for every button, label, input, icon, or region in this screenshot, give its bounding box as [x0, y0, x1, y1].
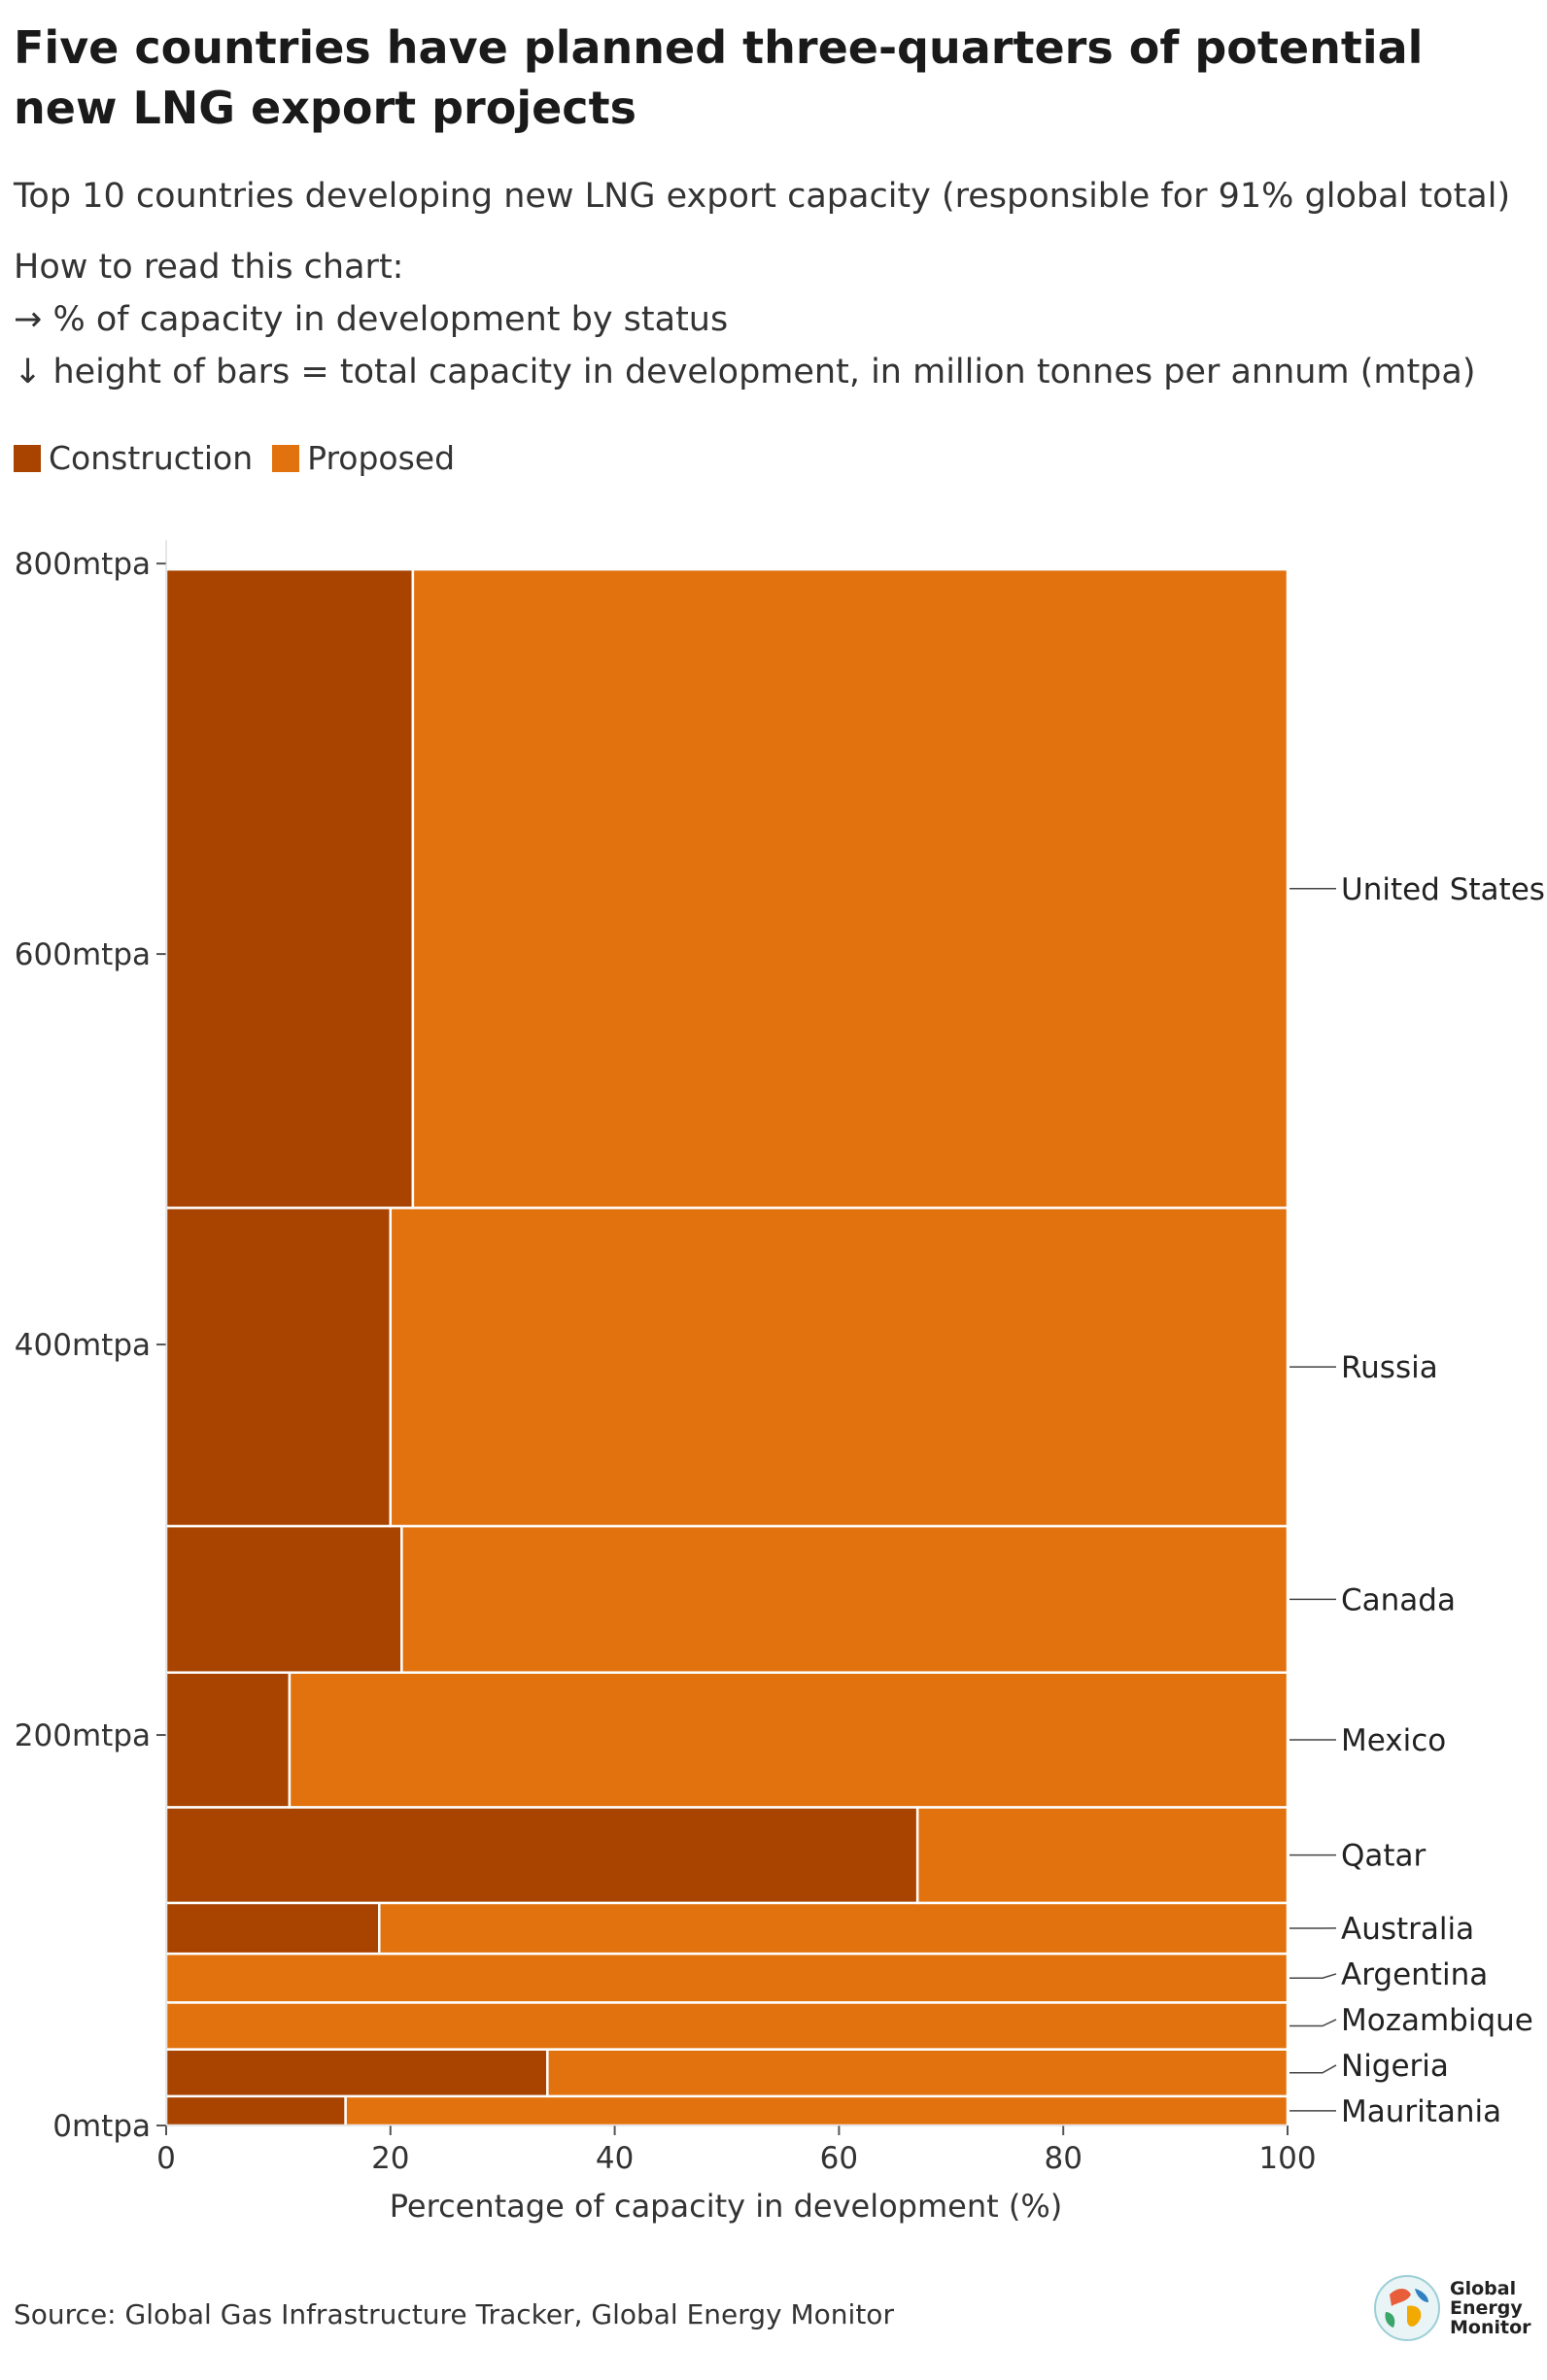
- bar-proposed: [411, 567, 1289, 1209]
- legend-item-proposed[interactable]: Proposed: [272, 439, 455, 477]
- how-to-read: How to read this chart: → % of capacity …: [14, 241, 1476, 398]
- bar-construction: [164, 1524, 403, 1674]
- logo-line-3: Monitor: [1450, 2317, 1531, 2338]
- y-tick-label: 600mtpa: [15, 937, 151, 972]
- bar-proposed: [164, 2001, 1289, 2051]
- country-label: Australia: [1341, 1912, 1474, 1947]
- x-tick-label: 20: [371, 2141, 409, 2176]
- legend: Construction Proposed: [14, 439, 455, 477]
- bar-construction: [164, 2094, 347, 2127]
- legend-label-proposed: Proposed: [307, 439, 456, 477]
- legend-swatch-proposed: [272, 444, 300, 472]
- country-label: Nigeria: [1341, 2049, 1449, 2084]
- x-tick-label: 0: [156, 2141, 176, 2176]
- bar-proposed: [288, 1671, 1289, 1809]
- bar-construction: [164, 1207, 393, 1528]
- how-to-read-y: ↓ height of bars = total capacity in dev…: [14, 353, 1476, 391]
- y-tick-label: 400mtpa: [15, 1328, 151, 1363]
- y-tick-label: 200mtpa: [15, 1718, 151, 1753]
- x-tick-label: 100: [1258, 2141, 1316, 2176]
- country-label: Argentina: [1341, 1957, 1488, 1992]
- how-to-read-x: → % of capacity in development by status: [14, 300, 729, 339]
- country-leader-line: [1289, 1973, 1337, 1980]
- logo-line-1: Global: [1450, 2278, 1517, 2299]
- country-labels: Mauritania Nigeria Mozambique Argentina Aust…: [1289, 872, 1545, 2129]
- globe-icon: [1374, 2275, 1440, 2341]
- legend-item-construction[interactable]: Construction: [14, 439, 253, 477]
- country-label: Qatar: [1341, 1839, 1427, 1874]
- country-label: United States: [1341, 872, 1545, 907]
- chart-title: Five countries have planned three-quarte…: [14, 21, 1424, 134]
- country-leader-line: [1289, 2019, 1337, 2027]
- bar-construction: [164, 1806, 919, 1905]
- country-label: Mauritania: [1341, 2094, 1501, 2129]
- mekko-chart: 0mtpa 200mtpa 400mtpa 600mtpa 800mtpa 0 20 40 6…: [15, 540, 1545, 2225]
- bar-proposed: [164, 1952, 1289, 2004]
- bar-construction: [164, 1671, 292, 1809]
- source-note: Source: Global Gas Infrastructure Tracke…: [14, 2298, 894, 2330]
- bar-proposed: [389, 1207, 1289, 1528]
- bar-construction: [164, 2048, 549, 2098]
- bar-proposed: [378, 1901, 1289, 1955]
- country-label: Mexico: [1341, 1723, 1446, 1758]
- bar-construction: [164, 567, 415, 1209]
- x-axis: 0 20 40 60 80 100: [156, 2125, 1317, 2176]
- x-tick-label: 40: [596, 2141, 634, 2176]
- bar-construction: [164, 1901, 381, 1955]
- gem-logo: Global Energy Monitor: [1372, 2273, 1531, 2343]
- bar-proposed: [546, 2048, 1289, 2098]
- bar-proposed: [344, 2094, 1289, 2127]
- country-label: Russia: [1341, 1350, 1438, 1385]
- legend-label-construction: Construction: [49, 439, 254, 477]
- y-tick-label: 800mtpa: [15, 547, 151, 582]
- logo-line-2: Energy: [1450, 2297, 1523, 2319]
- x-tick-label: 60: [820, 2141, 858, 2176]
- y-axis: 0mtpa 200mtpa 400mtpa 600mtpa 800mtpa: [15, 540, 167, 2144]
- country-leader-line: [1289, 2064, 1337, 2074]
- bar-proposed: [915, 1806, 1289, 1905]
- how-to-read-heading: How to read this chart:: [14, 248, 404, 287]
- x-tick-label: 80: [1044, 2141, 1082, 2176]
- y-tick-label: 0mtpa: [52, 2109, 151, 2144]
- legend-swatch-construction: [14, 444, 41, 472]
- country-label: Canada: [1341, 1582, 1456, 1617]
- bars: [164, 567, 1289, 2127]
- country-label: Mozambique: [1341, 2003, 1533, 2038]
- x-axis-label: Percentage of capacity in development (%…: [390, 2188, 1062, 2225]
- bar-proposed: [400, 1524, 1289, 1674]
- chart-subtitle: Top 10 countries developing new LNG expo…: [14, 177, 1511, 216]
